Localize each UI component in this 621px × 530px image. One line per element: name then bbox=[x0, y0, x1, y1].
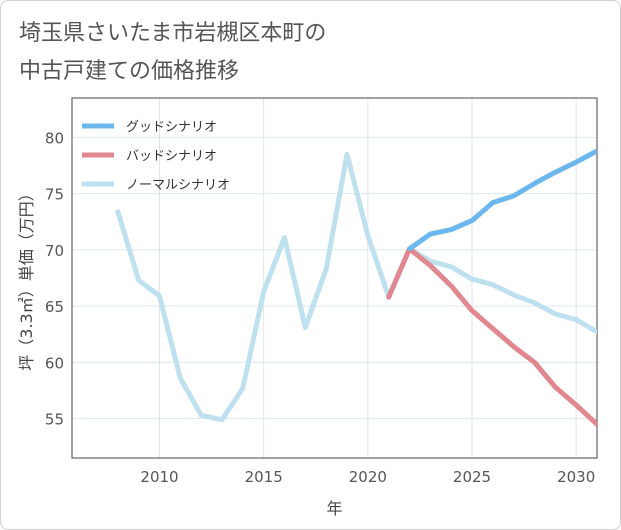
x-tick-label: 2025 bbox=[453, 468, 491, 486]
legend-label-1: バッドシナリオ bbox=[126, 149, 217, 164]
chart-title: 埼玉県さいたま市岩槻区本町の 中古戸建ての価格推移 bbox=[19, 15, 579, 91]
y-tick-label: 75 bbox=[45, 186, 64, 204]
series-line-2 bbox=[115, 151, 597, 423]
series-layer bbox=[115, 148, 597, 427]
x-tick-label: 2020 bbox=[349, 468, 387, 486]
x-axis-title: 年 bbox=[326, 499, 342, 518]
y-tick-label: 80 bbox=[45, 129, 64, 147]
x-tick-label: 2010 bbox=[140, 468, 178, 486]
y-tick-label: 60 bbox=[45, 354, 64, 372]
legend-label-2: ノーマルシナリオ bbox=[126, 178, 230, 193]
plot-area-border bbox=[71, 97, 598, 459]
y-tick-label: 65 bbox=[45, 298, 64, 316]
y-tick-label: 55 bbox=[45, 411, 64, 429]
chart-title-line-1: 埼玉県さいたま市岩槻区本町の bbox=[19, 21, 327, 46]
series-line-0 bbox=[407, 148, 597, 252]
y-tick-label: 70 bbox=[45, 242, 64, 260]
y-axis-title: 坪（3.3㎡）単価（万円） bbox=[17, 185, 36, 370]
x-tick-label: 2030 bbox=[557, 468, 595, 486]
x-tick-label: 2015 bbox=[245, 468, 283, 486]
axis-ticks: 2010 2015 2020 2025 2030 55 60 65 70 75 80 bbox=[45, 129, 595, 486]
legend-label-0: グッドシナリオ bbox=[126, 120, 217, 135]
chart-title-line-2: 中古戸建ての価格推移 bbox=[19, 59, 240, 84]
series-line-1 bbox=[386, 246, 597, 427]
